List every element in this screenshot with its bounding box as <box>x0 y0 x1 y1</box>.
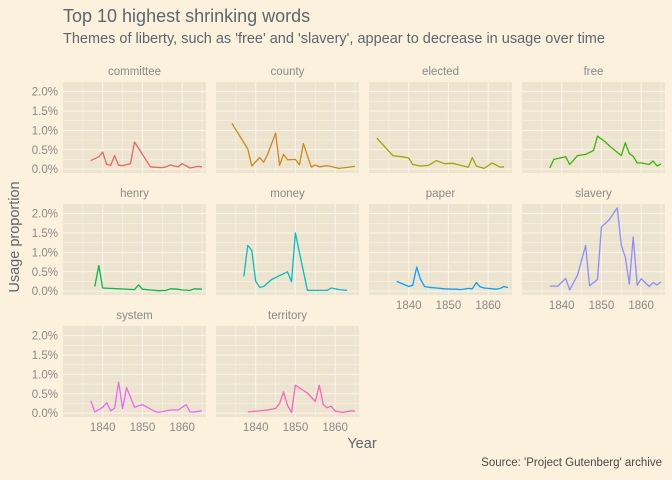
y-tick-label: 0.5% <box>32 267 58 279</box>
x-tick-label: 1850 <box>130 422 156 434</box>
y-tick-label: 2.0% <box>32 331 58 343</box>
series-line-system <box>90 381 203 414</box>
series-line-free <box>549 135 662 169</box>
y-tick-label: 1.5% <box>32 106 58 118</box>
series-line-county <box>231 123 356 170</box>
series-line-paper <box>396 266 509 291</box>
y-tick-label: 1.5% <box>32 228 58 240</box>
series-line-territory <box>247 384 356 414</box>
facet-panel-slavery: slavery 1840 1850 1860 <box>522 188 665 312</box>
x-tick-label: 1840 <box>243 422 269 434</box>
x-axis-title: Year <box>347 436 376 452</box>
x-tick-label: 1860 <box>322 422 348 434</box>
x-tick-label: 1860 <box>169 422 195 434</box>
x-tick-label: 1850 <box>589 300 615 312</box>
series-line-henry <box>94 264 203 292</box>
y-tick-label: 0.0% <box>32 164 58 176</box>
facet-panel-territory: territory 1840 1850 1860 <box>216 310 359 434</box>
x-tick-label: 1850 <box>283 422 309 434</box>
facet-label: slavery <box>575 188 612 200</box>
series-line-slavery <box>549 207 662 291</box>
facet-panel-elected: elected <box>369 66 512 173</box>
y-tick-label: 2.0% <box>32 209 58 221</box>
chart-title: Top 10 highest shrinking words <box>63 6 311 26</box>
x-tick-label: 1860 <box>475 300 501 312</box>
y-tick-label: 1.0% <box>32 125 58 137</box>
x-tick-label: 1840 <box>396 300 422 312</box>
y-tick-label: 0.0% <box>32 408 58 420</box>
y-tick-label: 1.0% <box>32 369 58 381</box>
facet-label: henry <box>120 188 149 200</box>
x-tick-label: 1860 <box>628 300 654 312</box>
facet-label: territory <box>268 310 307 322</box>
facet-label: system <box>116 310 152 322</box>
facet-panel-henry: henry 0.0% 0.5% 1.0% 1.5% 2.0% <box>32 188 206 298</box>
chart-subtitle: Themes of liberty, such as 'free' and 's… <box>63 31 605 47</box>
series-line-committee <box>90 141 203 169</box>
y-tick-label: 0.5% <box>32 389 58 401</box>
y-tick-label: 1.5% <box>32 350 58 362</box>
facet-label: money <box>270 188 305 200</box>
facet-label: free <box>584 66 604 78</box>
facet-panel-county: county <box>216 66 359 173</box>
facet-label: paper <box>426 188 456 200</box>
facet-label: elected <box>422 66 459 78</box>
x-tick-label: 1840 <box>549 300 575 312</box>
series-line-elected <box>376 137 505 170</box>
x-tick-label: 1850 <box>436 300 462 312</box>
facet-panel-free: free <box>522 66 665 173</box>
y-tick-label: 2.0% <box>32 87 58 99</box>
source-caption: Source: 'Project Gutenberg' archive <box>481 457 662 469</box>
facet-panel-committee: committee 0.0% 0.5% 1.0% 1.5% 2.0% <box>32 66 206 176</box>
facet-label: county <box>271 66 305 78</box>
series-line-money <box>243 232 348 292</box>
y-tick-label: 0.5% <box>32 145 58 157</box>
y-axis-title: Usage proportion <box>7 181 23 292</box>
y-tick-label: 0.0% <box>32 286 58 298</box>
y-tick-label: 1.0% <box>32 247 58 259</box>
facet-panel-money: money <box>216 188 359 295</box>
facet-label: committee <box>108 66 161 78</box>
facet-panel-system: system 0.0% 0.5% 1.0% 1.5% 2.0% 1840 1850 1860 <box>32 310 206 434</box>
facet-panel-paper: paper 1840 1850 1860 <box>369 188 512 312</box>
x-tick-label: 1840 <box>90 422 116 434</box>
